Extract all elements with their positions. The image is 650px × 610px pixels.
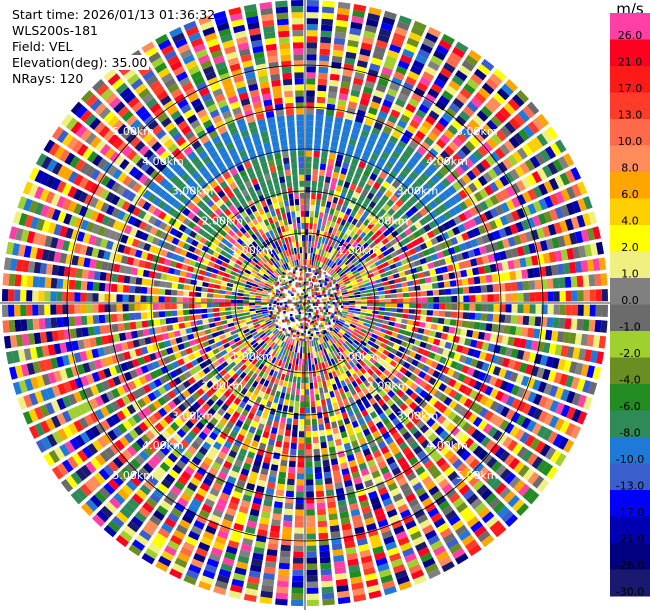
range-ring-label: 5.00km [112, 469, 154, 482]
colorbar-swatch [610, 198, 650, 226]
range-ring-label: 2.00km [202, 214, 244, 227]
colorbar-tick-label: 4.0 [621, 215, 639, 228]
range-ring-label: 4.00km [142, 439, 184, 452]
ppi-scan-plot: 1.00km 1.00km 1.00km 1.00km 2.00km 2.00km 2.00… [0, 0, 610, 610]
colorbar-tick-label: 10.0 [618, 135, 643, 148]
colorbar-tick-label: -30.0 [616, 586, 644, 599]
range-ring-label: 1.00km [337, 350, 379, 363]
colorbar-tick-label: -4.0 [619, 374, 640, 387]
colorbar-tick-label: 21.0 [618, 56, 643, 69]
colorbar-swatch [610, 92, 650, 120]
colorbar-swatch [610, 410, 650, 438]
colorbar-tick-label: 1.0 [621, 268, 639, 281]
colorbar-tick-label: 17.0 [618, 82, 643, 95]
colorbar-swatch [610, 225, 650, 252]
colorbar-swatch [610, 463, 650, 491]
colorbar-swatch [610, 119, 650, 146]
colorbar-tick-label: -17.0 [616, 506, 644, 519]
velocity-colorbar: 26.0 21.0 17.0 13.0 10.0 8.0 6.0 4.0 2.0 1.0 0.0 -1… [610, 13, 650, 599]
colorbar-swatch [610, 384, 650, 411]
range-ring-label: 4.00km [426, 155, 468, 168]
colorbar-swatch [610, 172, 650, 199]
range-ring-label: 4.00km [142, 155, 184, 168]
range-ring-labels: 1.00km 1.00km 1.00km 1.00km 2.00km 2.00km 2.00… [112, 125, 497, 482]
range-ring-label: 1.00km [231, 244, 273, 257]
range-ring-label: 5.00km [456, 469, 498, 482]
range-ring-label: 2.00km [367, 380, 409, 393]
colorbar-swatch [610, 66, 650, 93]
colorbar-tick-label: -8.0 [619, 427, 640, 440]
colorbar-swatch [610, 39, 650, 67]
colorbar-tick-label: 13.0 [618, 109, 643, 122]
velocity-core [266, 264, 344, 342]
range-ring-label: 4.00km [426, 439, 468, 452]
colorbar-swatch [610, 145, 650, 173]
field-text: Field: VEL [12, 39, 73, 54]
colorbar-tick-label: -10.0 [616, 453, 644, 466]
range-ring-label: 1.00km [231, 350, 273, 363]
range-ring-label: 3.00km [397, 409, 439, 422]
colorbar-swatch [610, 569, 650, 597]
velocity-field [2, 0, 608, 606]
colorbar-tick-label: 0.0 [621, 294, 639, 307]
colorbar-tick-label: 26.0 [618, 29, 643, 42]
colorbar-tick-label: 8.0 [621, 162, 639, 175]
colorbar-tick-label: -13.0 [616, 480, 644, 493]
colorbar-swatch [610, 543, 650, 570]
colorbar-swatch [610, 304, 650, 332]
colorbar-swatch [610, 516, 650, 544]
colorbar-tick-label: -6.0 [619, 400, 640, 413]
colorbar-tick-label: -26.0 [616, 559, 644, 572]
colorbar-tick-label: 6.0 [621, 188, 639, 201]
nrays-text: NRays: 120 [12, 71, 84, 86]
colorbar-swatch [610, 331, 650, 358]
range-ring-label: 1.00km [337, 244, 379, 257]
range-ring-label: 5.00km [456, 125, 498, 138]
colorbar-swatch [610, 278, 650, 305]
colorbar-swatch [610, 13, 650, 40]
range-ring-label: 3.00km [397, 185, 439, 198]
range-ring-label: 2.00km [202, 380, 244, 393]
colorbar-tick-label: -2.0 [619, 347, 640, 360]
colorbar-swatch [610, 251, 650, 279]
scan-info-panel: Start time: 2026/01/13 01:36:32 WLS200s-… [12, 7, 215, 87]
colorbar-tick-label: 2.0 [621, 241, 639, 254]
colorbar-swatch [610, 437, 650, 464]
elevation-text: Elevation(deg): 35.00 [12, 55, 150, 70]
colorbar-swatch [610, 490, 650, 517]
range-ring-label: 3.00km [172, 409, 214, 422]
range-ring-label: 3.00km [172, 185, 214, 198]
range-ring-label: 5.00km [112, 125, 154, 138]
colorbar-swatch [610, 357, 650, 385]
range-ring-label: 2.00km [367, 214, 409, 227]
instrument-text: WLS200s-181 [12, 23, 98, 38]
start-time-text: Start time: 2026/01/13 01:36:32 [12, 7, 216, 22]
colorbar-tick-label: -21.0 [616, 533, 644, 546]
colorbar-tick-label: -1.0 [619, 321, 640, 334]
